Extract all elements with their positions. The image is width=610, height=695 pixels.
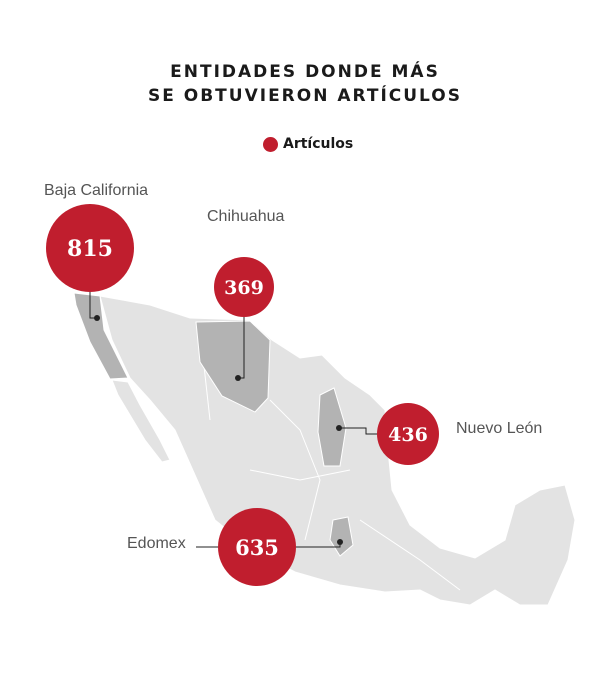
state-nuevo-leon: [317, 387, 347, 467]
bubble-baja-california: [46, 204, 134, 292]
legend-dot-icon: [263, 136, 278, 152]
baja-sur: [111, 379, 171, 463]
marker-edomex: [337, 539, 343, 545]
label-nuevo-leon: Nuevo León: [456, 420, 543, 437]
label-edomex: Edomex: [127, 535, 186, 552]
title-line-1: ENTIDADES DONDE MÁS: [170, 62, 440, 82]
title-line-2: SE OBTUVIERON ARTÍCULOS: [148, 86, 462, 106]
state-chihuahua: [195, 320, 271, 413]
legend: Artículos: [263, 136, 353, 152]
marker-nuevo-leon: [336, 425, 342, 431]
value-edomex: 635: [235, 535, 279, 560]
value-nuevo-leon: 436: [388, 424, 428, 446]
marker-chihuahua: [235, 375, 241, 381]
value-baja-california: 815: [67, 236, 113, 262]
marker-baja-california: [94, 315, 100, 321]
bubble-chihuahua: [214, 257, 274, 317]
bubble-nuevo-leon: [377, 403, 439, 465]
state-edomex: [329, 516, 354, 557]
state-baja-california: [73, 292, 129, 380]
value-chihuahua: 369: [224, 277, 264, 299]
chart-title: ENTIDADES DONDE MÁS SE OBTUVIERON ARTÍCU…: [0, 60, 610, 108]
label-baja-california: Baja California: [44, 182, 149, 199]
bubble-edomex: [218, 508, 296, 586]
label-chihuahua: Chihuahua: [207, 208, 285, 225]
legend-label: Artículos: [283, 136, 354, 152]
